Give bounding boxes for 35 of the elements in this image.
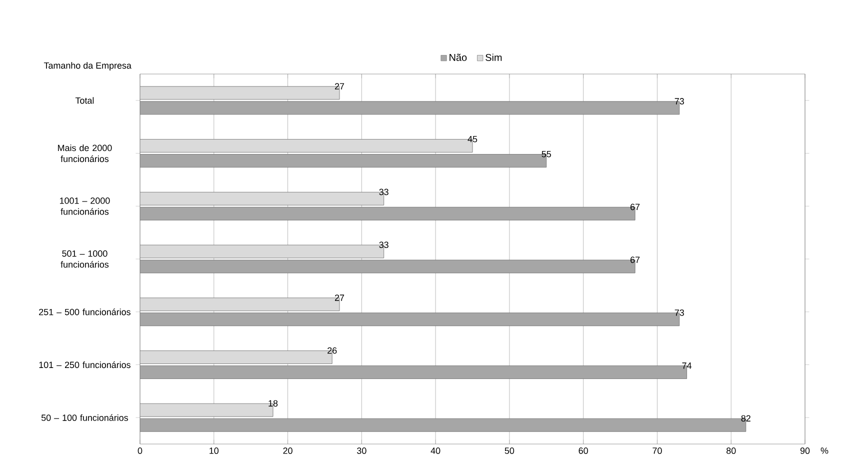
y-tick-label: Total [75,97,94,104]
x-tick-label: 50 [504,448,514,454]
data-label: 67 [630,204,640,210]
x-tick-label: 70 [652,448,662,454]
y-tick-label: 1001 – 2000 funcionários [60,197,110,215]
data-label: 33 [379,188,388,196]
data-label: 27 [334,83,344,90]
x-tick-label: 90 [800,448,810,454]
x-axis-title: % [820,448,828,454]
x-tick-label: 20 [283,448,292,454]
x-tick-label: 80 [726,448,736,454]
data-label: 27 [334,294,344,301]
x-tick-label: 30 [357,448,366,454]
data-label: 67 [630,256,640,263]
data-label: 33 [379,242,388,248]
x-tick-label: 40 [430,448,440,454]
y-tick-label: 50 – 100 funcionários [41,414,128,421]
data-label: 45 [468,136,478,142]
data-label: 74 [682,362,692,369]
legend-label: Sim [486,54,502,62]
legend-label: Não [450,54,467,61]
y-tick-label: Mais de 2000 funcionários [58,144,112,162]
data-label: 73 [674,309,684,316]
y-tick-label: 251 – 500 funcionários [39,308,130,316]
data-label: 73 [674,98,684,104]
data-label: 18 [268,400,278,407]
data-label: 82 [741,415,750,422]
x-tick-label: 0 [138,448,142,454]
data-label: 55 [542,151,551,158]
data-label: 26 [328,347,337,354]
x-tick-label: 10 [210,448,219,454]
y-axis-title: Tamanho da Empresa [44,62,132,70]
x-tick-label: 60 [578,448,588,454]
y-tick-label: 101 – 250 funcionários [39,361,130,368]
y-tick-label: 501 – 1000 funcionários [60,250,109,268]
